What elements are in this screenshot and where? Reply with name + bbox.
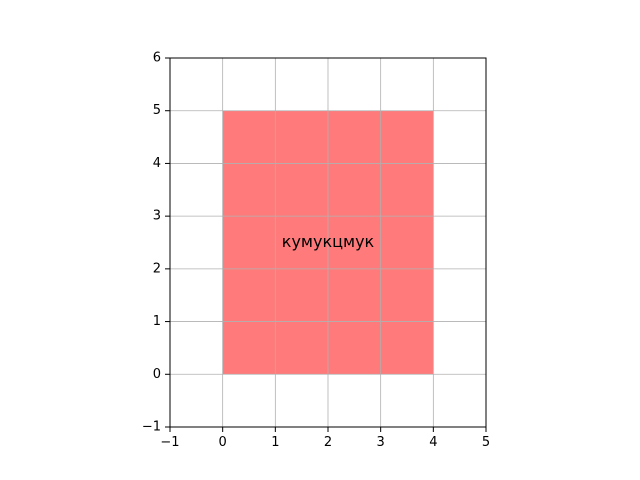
x-tick-label: 0 (219, 435, 227, 450)
y-tick-label: 6 (153, 51, 161, 66)
x-axis: −1 0 1 2 3 4 5 (160, 427, 490, 450)
y-tick-label: 5 (153, 103, 161, 118)
y-tick-label: 1 (153, 314, 161, 329)
x-tick-label: 3 (377, 435, 385, 450)
x-tick-label: 2 (324, 435, 332, 450)
x-tick-label: 4 (429, 435, 437, 450)
y-tick-label: 3 (153, 209, 161, 224)
x-tick-label: 5 (482, 435, 490, 450)
plot-area: кумукцмук (169, 57, 487, 428)
rectangle-label: кумукцмук (282, 232, 375, 251)
y-tick-label: 4 (153, 156, 161, 171)
y-tick-label: 2 (153, 261, 161, 276)
x-tick-label: −1 (160, 435, 179, 450)
x-tick-label: 1 (271, 435, 279, 450)
y-tick-label: 0 (153, 367, 161, 382)
y-tick-label: −1 (142, 420, 161, 435)
y-axis: −1 0 1 2 3 4 5 6 (142, 51, 170, 435)
